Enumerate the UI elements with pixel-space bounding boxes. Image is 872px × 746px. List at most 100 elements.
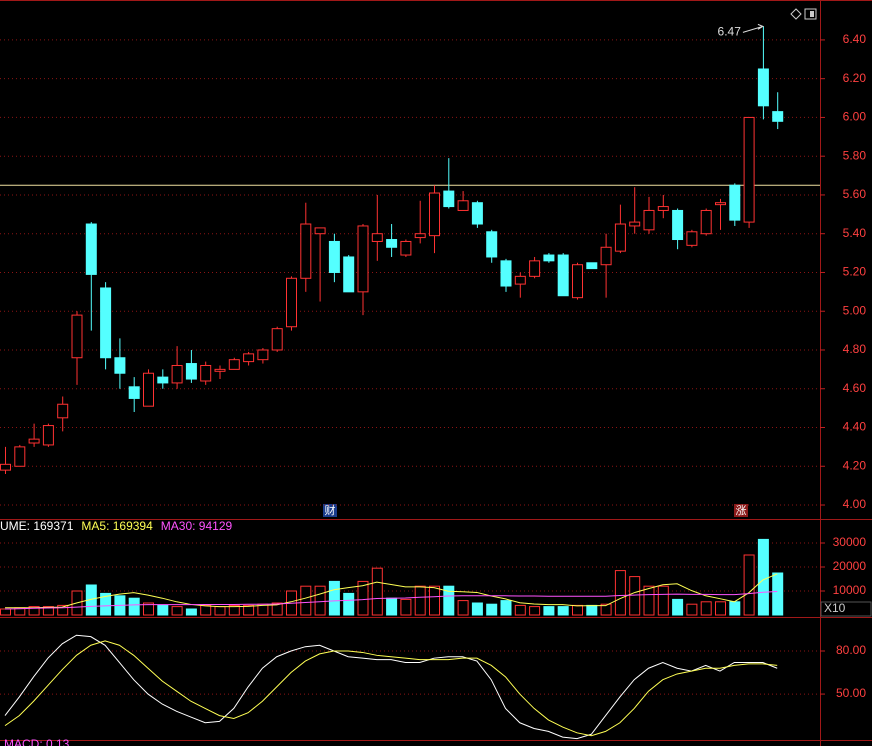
candle-body bbox=[128, 386, 140, 399]
volume-bar bbox=[0, 608, 11, 616]
volume-bar bbox=[185, 608, 197, 616]
y-tick-label: 6.20 bbox=[843, 71, 867, 85]
candle-body bbox=[386, 239, 398, 248]
y-tick-label: 5.60 bbox=[843, 187, 867, 201]
volume-bar bbox=[200, 604, 212, 616]
candle-body bbox=[200, 364, 212, 382]
candle-body bbox=[400, 240, 412, 256]
volume-bar bbox=[500, 600, 512, 616]
marker-box bbox=[323, 504, 337, 517]
y-tick-label: 4.80 bbox=[843, 342, 867, 356]
volume-bar bbox=[729, 601, 741, 616]
volume-bar bbox=[429, 585, 440, 616]
candle-body bbox=[772, 111, 784, 122]
candle-body bbox=[0, 463, 11, 471]
indicator-line bbox=[4, 640, 778, 737]
volume-bar bbox=[57, 604, 69, 616]
volume-bar bbox=[371, 567, 383, 616]
volume-bar bbox=[586, 604, 598, 616]
candle-body bbox=[514, 275, 526, 285]
volume-bar bbox=[757, 538, 769, 616]
candle-body bbox=[114, 357, 126, 374]
candle-body bbox=[100, 287, 112, 359]
candle-body bbox=[414, 233, 426, 239]
volume-legend: MA30: 94129 bbox=[161, 519, 233, 533]
candle-body bbox=[643, 209, 655, 231]
candle-body bbox=[328, 240, 340, 273]
volume-bar bbox=[672, 598, 684, 616]
y-tick-label: 30000 bbox=[833, 535, 867, 549]
y-tick-label: 6.00 bbox=[843, 110, 867, 124]
icon-window-fill bbox=[810, 11, 814, 17]
candle-body bbox=[371, 233, 383, 242]
candle-body bbox=[243, 353, 255, 363]
candle-body bbox=[228, 359, 240, 370]
volume-bar bbox=[357, 580, 369, 616]
volume-bar bbox=[657, 585, 669, 616]
candle-body bbox=[286, 277, 297, 328]
volume-bar bbox=[414, 585, 426, 616]
candle-body bbox=[557, 254, 569, 297]
volume-bar bbox=[457, 600, 469, 616]
volume-bar bbox=[28, 606, 40, 616]
volume-bar bbox=[228, 604, 240, 616]
volume-bar bbox=[614, 570, 626, 616]
volume-bar bbox=[157, 604, 169, 616]
marker: 财 bbox=[325, 503, 336, 517]
annotation: 6.47 bbox=[718, 25, 742, 39]
candle-body bbox=[357, 225, 369, 293]
volume-bar bbox=[328, 580, 340, 616]
volume-bar bbox=[743, 554, 755, 616]
candle-body bbox=[486, 231, 498, 258]
volume-bar bbox=[443, 585, 455, 616]
candle-body bbox=[686, 231, 698, 246]
candle-body bbox=[343, 256, 355, 293]
volume-bar bbox=[543, 606, 555, 616]
candle-body bbox=[629, 221, 641, 227]
volume-bar bbox=[143, 602, 154, 616]
candle-body bbox=[314, 227, 326, 235]
y-tick-label: 50.00 bbox=[836, 686, 866, 700]
y-tick-label: 5.40 bbox=[843, 226, 867, 240]
candle-body bbox=[500, 260, 512, 287]
y-tick-label: 80.00 bbox=[836, 643, 866, 657]
icon-diamond[interactable] bbox=[790, 8, 802, 20]
volume-bar bbox=[700, 601, 712, 616]
y-tick-label: 5.00 bbox=[843, 303, 867, 317]
volume-bar bbox=[271, 602, 283, 616]
y-tick-label: 6.40 bbox=[843, 32, 867, 46]
icon-window[interactable] bbox=[804, 8, 817, 20]
candle-body bbox=[214, 368, 226, 372]
marker: 涨 bbox=[736, 504, 747, 517]
volume-bar bbox=[486, 603, 498, 616]
ma-line bbox=[4, 590, 778, 610]
y-tick-label: 4.20 bbox=[843, 458, 867, 472]
candle-body bbox=[657, 206, 669, 211]
top-icons bbox=[790, 8, 817, 20]
volume-bar bbox=[400, 598, 412, 616]
volume-bar bbox=[314, 585, 326, 616]
candle-body bbox=[443, 190, 455, 208]
volume-bar bbox=[128, 597, 140, 616]
volume-bar bbox=[557, 606, 569, 616]
candle-body bbox=[529, 260, 541, 277]
volume-bar bbox=[715, 601, 726, 616]
candle-body bbox=[743, 116, 755, 223]
candle-body bbox=[700, 209, 712, 235]
candle-body bbox=[157, 376, 169, 384]
y-tick-label: 4.60 bbox=[843, 381, 867, 395]
volume-bar bbox=[514, 604, 526, 616]
candle-body bbox=[471, 202, 483, 225]
volume-legend: UME: 169371 bbox=[0, 519, 74, 533]
volume-bar bbox=[300, 585, 312, 616]
macd-title: MACD: 0.13 bbox=[4, 737, 70, 746]
candle-body bbox=[457, 200, 469, 211]
indicator-line bbox=[4, 634, 778, 740]
volume-bar bbox=[214, 606, 226, 616]
candle-body bbox=[729, 184, 741, 221]
candle-body bbox=[672, 209, 684, 241]
volume-bar bbox=[600, 603, 612, 616]
